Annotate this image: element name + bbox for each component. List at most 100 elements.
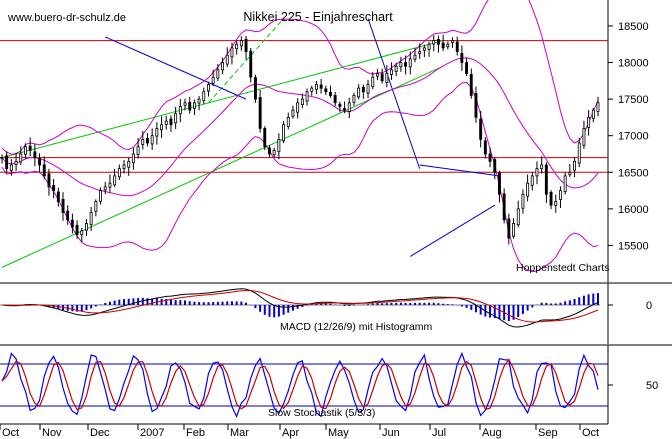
price-candle — [14, 160, 18, 166]
price-candle — [483, 140, 487, 155]
price-candle — [596, 102, 600, 112]
stochastic-series — [0, 351, 608, 419]
trend-line — [105, 36, 247, 100]
price-candle — [446, 43, 450, 48]
price-candle — [141, 138, 145, 145]
price-candle — [108, 182, 112, 188]
price-candle — [432, 40, 436, 45]
price-series — [0, 34, 600, 245]
price-candle — [216, 69, 220, 79]
price-candle — [563, 175, 567, 192]
bollinger-upper-line — [1, 0, 599, 155]
price-y-axis: 15500 16000 16500 17000 17500 18000 18500 — [608, 21, 649, 252]
price-candle — [202, 91, 206, 101]
macd-y-axis: 0 — [608, 300, 652, 312]
price-candle — [253, 77, 257, 100]
price-candle — [230, 47, 234, 58]
price-candle — [235, 43, 239, 50]
trend-line — [208, 18, 284, 104]
price-candle — [192, 102, 196, 109]
price-y-tick-label: 17500 — [618, 94, 649, 106]
price-candle — [474, 93, 478, 118]
price-candle — [559, 190, 562, 200]
price-candle — [451, 40, 454, 43]
stochastic-panel: 50 Slow Stochastik (5/3/3) — [0, 344, 672, 424]
stochastic-label: Slow Stochastik (5/3/3) — [268, 407, 375, 419]
price-candle — [225, 54, 229, 65]
stochastic-y-tick-label: 50 — [646, 380, 658, 392]
price-candle — [169, 118, 173, 126]
price-candle — [380, 73, 384, 82]
price-candle — [145, 137, 149, 144]
price-candle — [582, 127, 586, 146]
macd-series — [0, 288, 600, 328]
price-candle — [436, 39, 440, 45]
price-candle — [333, 95, 337, 104]
price-y-tick-label: 17000 — [618, 131, 649, 143]
price-candle — [221, 62, 224, 71]
trend-line — [419, 164, 500, 177]
price-candle — [521, 193, 525, 209]
price-candle — [61, 198, 65, 213]
price-candle — [28, 145, 32, 151]
trend-line — [1, 40, 444, 159]
price-candle — [404, 62, 407, 67]
price-candle — [408, 58, 412, 68]
price-y-tick-label: 18500 — [618, 21, 649, 33]
price-candle — [19, 153, 23, 163]
x-axis-tick-label: Aug — [482, 427, 502, 439]
price-candle — [244, 38, 248, 52]
price-candle — [206, 84, 210, 92]
price-candle — [465, 62, 468, 74]
price-candle — [502, 193, 506, 221]
price-candle — [554, 201, 558, 206]
price-levels — [0, 40, 608, 173]
price-candle — [338, 103, 342, 107]
price-candle — [80, 230, 84, 236]
price-candle — [296, 102, 300, 113]
price-candle — [136, 146, 140, 155]
price-candle — [23, 146, 27, 155]
price-candle — [150, 135, 154, 145]
price-candle — [282, 124, 285, 142]
price-candle — [188, 101, 192, 111]
price-candle — [535, 168, 539, 177]
price-candle — [328, 92, 332, 96]
price-y-tick-label: 16500 — [618, 167, 649, 179]
price-candle — [385, 73, 389, 84]
price-candle — [38, 157, 41, 166]
price-candle — [56, 191, 60, 203]
price-candle — [160, 124, 163, 131]
price-candle — [305, 91, 309, 102]
price-candle — [75, 224, 79, 235]
macd-panel: 0 MACD (12/26/9) mit Histogramm — [0, 282, 672, 344]
x-axis-tick-label: Jun — [382, 427, 400, 439]
price-candle — [117, 168, 121, 178]
price-candle — [314, 84, 318, 90]
x-axis-tick-label: Feb — [186, 427, 205, 439]
price-candle — [113, 175, 117, 186]
x-axis: Oct Nov Dec 2007 Feb Mar Apr May Jun Jul Aug Sep Oct — [0, 423, 608, 439]
price-candle — [267, 147, 271, 155]
price-candle — [577, 142, 581, 164]
price-candle — [131, 153, 135, 164]
price-candle — [103, 186, 107, 191]
source-label: www.buero-dr-schulz.de — [7, 12, 126, 24]
trend-line — [410, 204, 496, 257]
price-candle — [310, 87, 314, 92]
price-y-tick-label: 15500 — [618, 240, 649, 252]
chart-title: Nikkei 225 - Einjahreschart — [243, 10, 393, 24]
price-candle — [573, 160, 576, 171]
price-candle — [366, 84, 370, 94]
price-candle — [497, 172, 501, 195]
price-candle — [286, 117, 290, 127]
price-candle — [211, 76, 215, 84]
price-candle — [42, 164, 46, 177]
credit-label: Hoppenstedt Charts — [516, 262, 609, 274]
price-candle — [5, 155, 9, 170]
price-candle — [197, 98, 201, 104]
price-candle — [371, 76, 375, 87]
price-candle — [85, 223, 88, 231]
